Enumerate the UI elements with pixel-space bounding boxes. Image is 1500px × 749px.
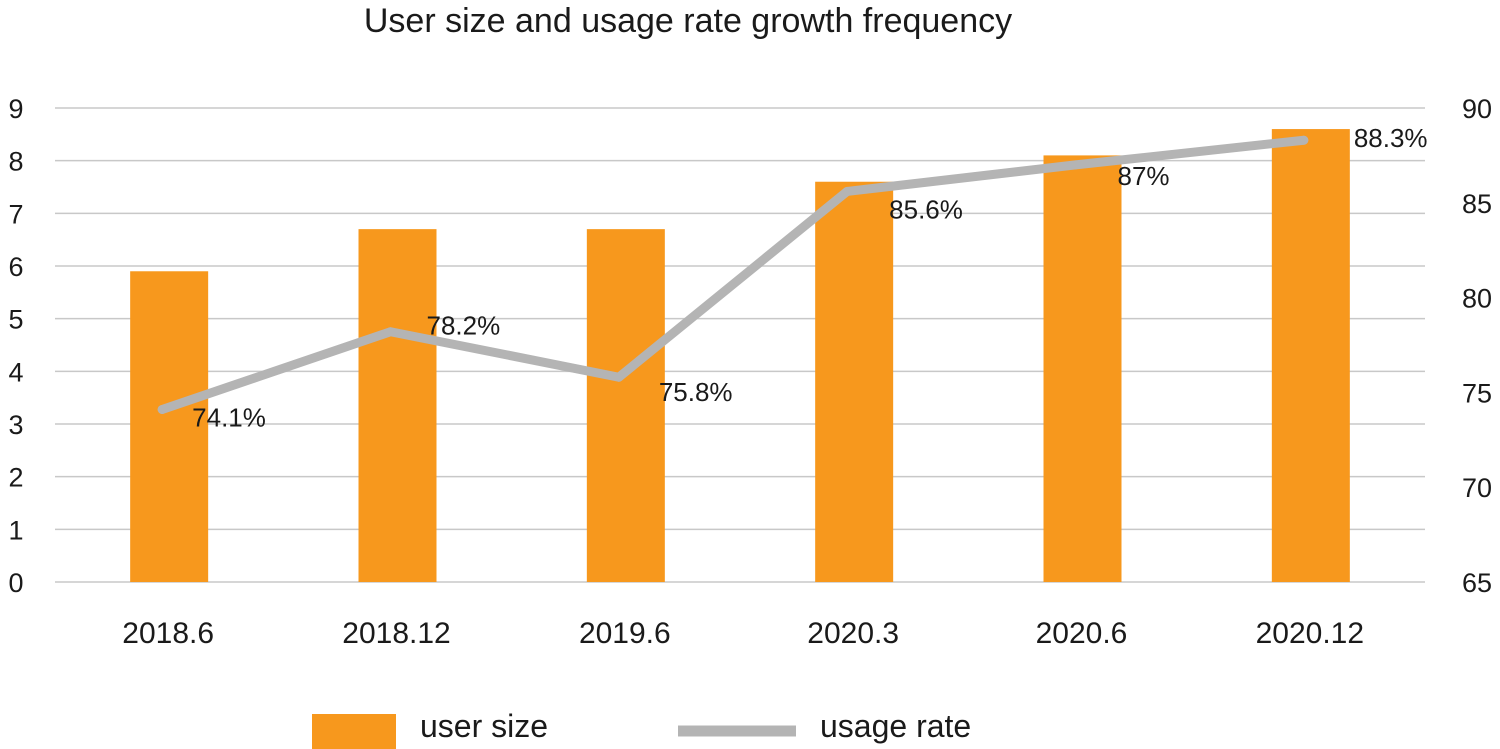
data-label-2018.6: 74.1% bbox=[192, 402, 266, 432]
category-label-2018.12: 2018.12 bbox=[342, 617, 450, 650]
right-tick-80: 80 bbox=[1462, 284, 1492, 314]
data-label-2020.12: 88.3% bbox=[1354, 123, 1428, 153]
category-label-2020.12: 2020.12 bbox=[1256, 617, 1364, 650]
left-tick-5: 5 bbox=[8, 305, 23, 335]
right-tick-85: 85 bbox=[1462, 189, 1492, 219]
bar-2020.12 bbox=[1271, 129, 1350, 583]
category-label-2020.3: 2020.3 bbox=[807, 617, 899, 650]
right-tick-65: 65 bbox=[1462, 568, 1492, 598]
legend-label-user-size: user size bbox=[420, 708, 548, 744]
chart-title: User size and usage rate growth frequenc… bbox=[364, 2, 1012, 40]
right-tick-70: 70 bbox=[1462, 473, 1492, 503]
left-tick-1: 1 bbox=[8, 515, 23, 545]
left-tick-9: 9 bbox=[8, 94, 23, 124]
category-label-2018.6: 2018.6 bbox=[122, 617, 214, 650]
usage-rate-point-2018.6 bbox=[157, 404, 167, 414]
usage-rate-polyline bbox=[157, 135, 1309, 414]
gridlines bbox=[55, 107, 1425, 583]
left-tick-3: 3 bbox=[8, 410, 23, 440]
left-tick-2: 2 bbox=[8, 463, 23, 493]
bar-2018.12 bbox=[358, 229, 437, 582]
category-label-2019.6: 2019.6 bbox=[579, 617, 671, 650]
usage-rate-point-2020.12 bbox=[1299, 135, 1309, 145]
left-tick-6: 6 bbox=[8, 252, 23, 282]
usage-rate-point-2019.6 bbox=[614, 372, 624, 382]
bar-2019.6 bbox=[586, 229, 665, 582]
right-axis-ticks: 65 70 75 80 85 90 bbox=[1462, 94, 1492, 598]
left-tick-8: 8 bbox=[8, 147, 23, 177]
usage-rate-line bbox=[157, 135, 1309, 414]
data-label-2018.12: 78.2% bbox=[427, 311, 501, 341]
bar-2018.6 bbox=[130, 271, 209, 582]
right-tick-90: 90 bbox=[1462, 94, 1492, 124]
category-labels: 2018.6 2018.12 2019.6 2020.3 2020.6 2020.12 bbox=[122, 617, 1364, 650]
user-size-bars bbox=[130, 129, 1350, 583]
left-tick-0: 0 bbox=[8, 568, 23, 598]
data-label-2020.6: 87% bbox=[1118, 161, 1170, 191]
usage-rate-point-2020.6 bbox=[1071, 160, 1080, 170]
bar-2020.3 bbox=[815, 181, 894, 582]
data-label-2020.3: 85.6% bbox=[889, 194, 963, 224]
category-label-2020.6: 2020.6 bbox=[1036, 617, 1128, 650]
usage-rate-labels: 74.1% 78.2% 75.8% 85.6% 87% 88.3% bbox=[192, 123, 1427, 432]
usage-rate-point-2018.12 bbox=[386, 327, 395, 337]
right-tick-75: 75 bbox=[1462, 378, 1492, 408]
data-label-2019.6: 75.8% bbox=[659, 377, 733, 407]
legend-label-usage-rate: usage rate bbox=[820, 708, 971, 744]
bar-2020.6 bbox=[1043, 155, 1122, 582]
legend-swatch-user-size bbox=[312, 714, 396, 749]
left-axis-ticks: 0 1 2 3 4 5 6 7 8 9 bbox=[8, 94, 23, 598]
left-tick-4: 4 bbox=[8, 357, 23, 387]
usage-rate-point-2020.3 bbox=[842, 186, 852, 196]
legend: user size usage rate bbox=[312, 708, 971, 749]
left-tick-7: 7 bbox=[8, 199, 23, 229]
